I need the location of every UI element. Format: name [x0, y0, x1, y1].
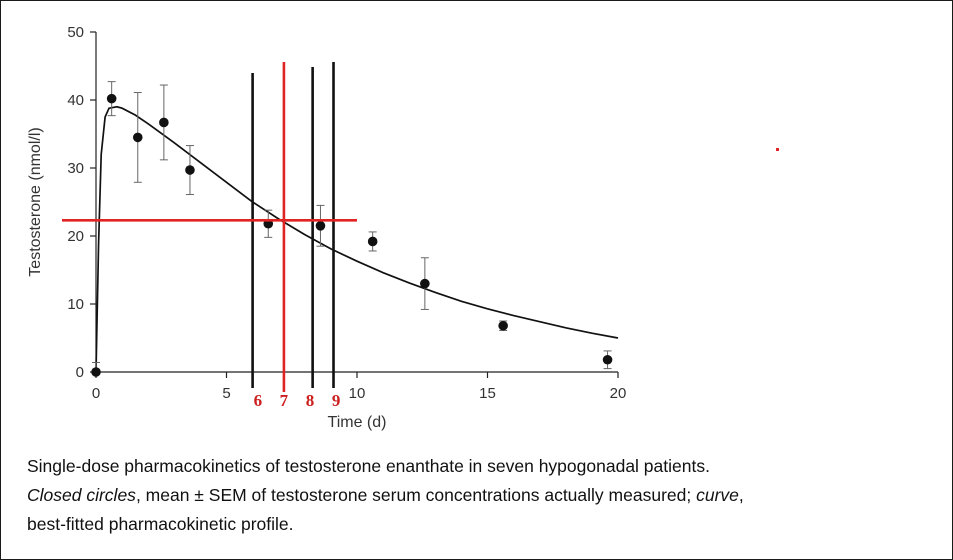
caption-line-3: best-fitted pharmacokinetic profile.: [27, 514, 294, 534]
data-point-9: [498, 320, 508, 331]
data-point-7: [367, 236, 378, 247]
y-tick-label-50: 50: [67, 24, 84, 41]
caption-closed-circles: Closed circles: [27, 485, 136, 505]
fitted-curve-layer: [95, 105, 619, 373]
red-dot-mark: [776, 148, 779, 151]
marker-label-8: 8: [306, 391, 315, 410]
data-point-6: [315, 221, 326, 231]
y-axis-title: Testosterone (nmol/l): [27, 127, 44, 276]
x-axis: 0 5 10 15 20: [92, 371, 627, 402]
marker-label-9: 9: [332, 391, 341, 410]
x-tick-label-5: 5: [222, 385, 230, 402]
x-tick-label-15: 15: [479, 385, 496, 402]
data-point-1: [106, 93, 117, 104]
x-tick-label-10: 10: [349, 385, 366, 402]
data-point-4: [185, 165, 195, 175]
figure-caption: Single-dose pharmacokinetics of testoste…: [27, 452, 942, 539]
marker-label-6: 6: [254, 391, 263, 410]
caption-comma: ,: [738, 485, 744, 505]
data-point-0: [91, 367, 101, 377]
data-point-10: [602, 354, 613, 365]
fitted-curve: [95, 105, 619, 373]
x-tick-label-20: 20: [610, 385, 627, 402]
data-point-8: [420, 278, 430, 289]
y-tick-label-0: 0: [76, 364, 84, 381]
data-point-2: [132, 132, 143, 143]
data-point-3: [159, 117, 169, 128]
y-tick-label-20: 20: [67, 228, 84, 245]
caption-line-1: Single-dose pharmacokinetics of testoste…: [27, 456, 710, 476]
caption-mean-sem: , mean ± SEM of testosterone serum conce…: [135, 485, 697, 505]
y-tick-label-40: 40: [67, 92, 84, 109]
x-tick-label-0: 0: [92, 385, 100, 402]
caption-line-2: Closed circles, mean ± SEM of testostero…: [27, 481, 942, 510]
y-tick-label-30: 30: [67, 160, 84, 177]
y-tick-label-10: 10: [67, 296, 84, 313]
marker-label-7: 7: [280, 391, 289, 410]
data-points-layer: [91, 81, 613, 377]
y-axis: 0 10 20 30 40 50: [67, 24, 97, 381]
caption-curve: curve: [696, 485, 739, 505]
x-axis-title: Time (d): [328, 414, 387, 431]
